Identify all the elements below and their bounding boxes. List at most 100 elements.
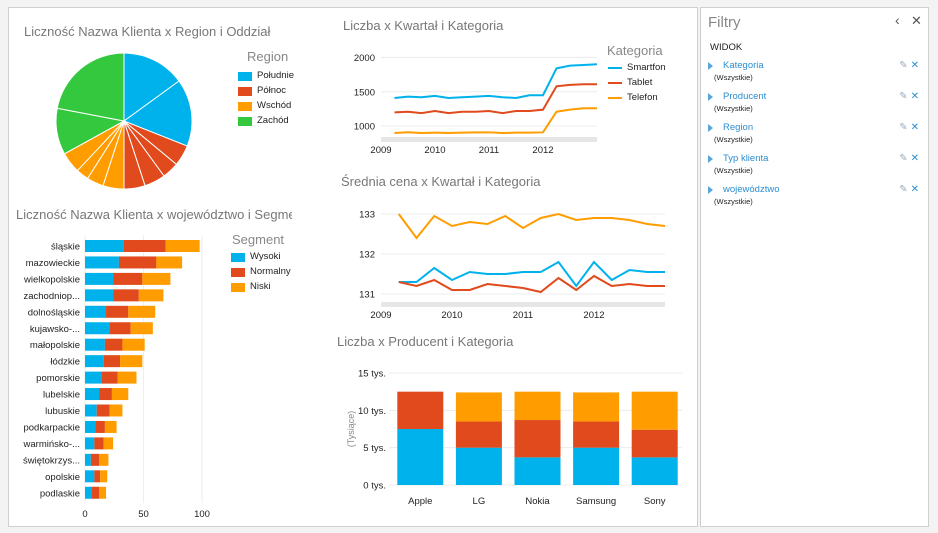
bar-segment[interactable] xyxy=(103,355,121,368)
expand-caret-icon[interactable] xyxy=(708,155,713,163)
bar-segment[interactable] xyxy=(85,404,97,417)
series-line[interactable] xyxy=(397,212,666,240)
filter-item[interactable]: Region (Wszystkie) ✎ ✕ xyxy=(708,122,923,148)
price-line-chart[interactable]: 131 132 133 2009 2010 2011 2012 xyxy=(339,200,666,321)
expand-caret-icon[interactable] xyxy=(708,62,713,70)
bar-segment[interactable] xyxy=(104,338,123,351)
pie-chart[interactable] xyxy=(49,46,199,196)
column-segment[interactable] xyxy=(631,457,678,485)
column-segment[interactable] xyxy=(514,420,561,458)
bar-segment[interactable] xyxy=(120,355,143,368)
bar-segment[interactable] xyxy=(117,371,137,384)
bar-segment[interactable] xyxy=(100,470,108,483)
filter-name[interactable]: Kategoria xyxy=(723,60,764,71)
bar-segment[interactable] xyxy=(85,437,95,450)
column-segment[interactable] xyxy=(455,421,502,448)
filter-item[interactable]: Producent (Wszystkie) ✎ ✕ xyxy=(708,91,923,117)
bar-segment[interactable] xyxy=(85,486,93,499)
bar-segment[interactable] xyxy=(118,256,157,269)
bar-segment[interactable] xyxy=(109,404,123,417)
pencil-icon[interactable]: ✎ xyxy=(899,60,908,71)
filter-name[interactable]: Typ klienta xyxy=(723,153,769,164)
pencil-icon[interactable]: ✎ xyxy=(899,91,908,102)
bar-segment[interactable] xyxy=(111,388,129,401)
bar-segment[interactable] xyxy=(101,371,118,384)
bar-segment[interactable] xyxy=(85,240,124,252)
expand-caret-icon[interactable] xyxy=(708,93,713,101)
bar-segment[interactable] xyxy=(85,338,105,351)
filter-name[interactable]: województwo xyxy=(723,184,780,195)
pie-slice-0[interactable] xyxy=(123,52,180,122)
column-segment[interactable] xyxy=(514,391,561,421)
expand-caret-icon[interactable] xyxy=(708,186,713,194)
chevron-left-icon[interactable]: ‹ xyxy=(895,12,900,28)
series-line[interactable] xyxy=(394,63,598,99)
expand-caret-icon[interactable] xyxy=(708,124,713,132)
series-line[interactable] xyxy=(398,260,665,288)
bar-segment[interactable] xyxy=(99,453,109,466)
pie-slice-1[interactable] xyxy=(122,80,193,147)
column-segment[interactable] xyxy=(631,391,678,430)
close-icon[interactable]: ✕ xyxy=(911,13,922,28)
bar-segment[interactable] xyxy=(113,289,139,302)
clear-filter-icon[interactable]: ✕ xyxy=(910,122,919,133)
pie-slice-11[interactable] xyxy=(56,52,125,122)
bar-segment[interactable] xyxy=(109,322,131,335)
bar-segment[interactable] xyxy=(94,437,104,450)
count-line-chart[interactable]: 1000 1500 2000 2009 2010 2011 2012 xyxy=(339,40,598,156)
bar-segment[interactable] xyxy=(95,420,105,433)
pencil-icon[interactable]: ✎ xyxy=(899,153,908,164)
column-segment[interactable] xyxy=(455,392,502,422)
bar-segment[interactable] xyxy=(85,322,110,335)
filter-item[interactable]: Kategoria (Wszystkie) ✎ ✕ xyxy=(708,60,923,86)
bar-segment[interactable] xyxy=(128,305,156,318)
filter-item[interactable]: województwo (Wszystkie) ✎ ✕ xyxy=(708,184,923,210)
clear-filter-icon[interactable]: ✕ xyxy=(910,184,919,195)
bar-segment[interactable] xyxy=(123,240,166,252)
bar-segment[interactable] xyxy=(85,256,119,269)
column-segment[interactable] xyxy=(631,429,678,458)
filter-name[interactable]: Producent xyxy=(723,91,767,102)
column-segment[interactable] xyxy=(397,391,444,429)
bar-segment[interactable] xyxy=(106,305,129,318)
bar-segment[interactable] xyxy=(92,486,100,499)
bar-segment[interactable] xyxy=(104,420,117,433)
bar-segment[interactable] xyxy=(113,272,143,285)
column-segment[interactable] xyxy=(573,392,620,422)
bar-segment[interactable] xyxy=(90,453,100,466)
filter-name[interactable]: Region xyxy=(723,122,754,133)
bar-segment[interactable] xyxy=(85,355,104,368)
column-segment[interactable] xyxy=(397,429,444,485)
bar-segment[interactable] xyxy=(85,453,91,466)
column-segment[interactable] xyxy=(573,447,620,485)
clear-filter-icon[interactable]: ✕ xyxy=(910,153,919,164)
series-line[interactable] xyxy=(394,83,598,115)
clear-filter-icon[interactable]: ✕ xyxy=(910,60,919,71)
bar-segment[interactable] xyxy=(138,289,164,302)
bar-segment[interactable] xyxy=(94,470,101,483)
bar-segment[interactable] xyxy=(156,256,183,269)
bar-segment[interactable] xyxy=(165,240,200,252)
series-line[interactable] xyxy=(394,107,598,135)
series-line[interactable] xyxy=(398,274,665,294)
column-segment[interactable] xyxy=(455,447,502,485)
bar-segment[interactable] xyxy=(85,420,96,433)
column-segment[interactable] xyxy=(573,421,620,448)
bar-segment[interactable] xyxy=(85,470,95,483)
pencil-icon[interactable]: ✎ xyxy=(899,122,908,133)
bar-segment[interactable] xyxy=(85,388,100,401)
bar-segment[interactable] xyxy=(96,404,110,417)
bar-segment[interactable] xyxy=(122,338,145,351)
bar-segment[interactable] xyxy=(103,437,114,450)
producer-column-chart[interactable]: 0 tys. 5 tys. 10 tys. 15 tys. (Tysiące) Apple… xyxy=(334,363,684,513)
filter-item[interactable]: Typ klienta (Wszystkie) ✎ ✕ xyxy=(708,153,923,179)
x-scrollbar[interactable] xyxy=(381,302,665,307)
bar-segment[interactable] xyxy=(99,388,112,401)
bar-segment[interactable] xyxy=(85,371,102,384)
bar-segment[interactable] xyxy=(85,272,114,285)
segment-bar-chart[interactable]: śląskie mazowieckie wielkopolskie zachodnio… xyxy=(9,233,299,523)
clear-filter-icon[interactable]: ✕ xyxy=(910,91,919,102)
x-scrollbar[interactable] xyxy=(381,137,597,142)
bar-segment[interactable] xyxy=(85,289,114,302)
pencil-icon[interactable]: ✎ xyxy=(899,184,908,195)
